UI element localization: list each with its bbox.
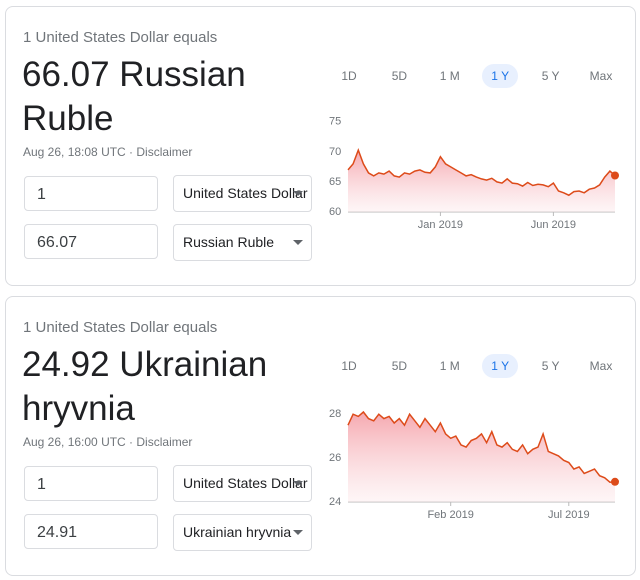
y-tick-label: 26 [329,452,341,464]
amount-input[interactable]: 1 [24,176,158,211]
timestamp[interactable]: Aug 26, 16:00 UTC · Disclaimer [23,435,193,449]
timestamp[interactable]: Aug 26, 18:08 UTC · Disclaimer [23,145,193,159]
range-button[interactable]: 5 Y [541,359,560,373]
y-tick-label: 65 [329,176,341,188]
y-tick-label: 75 [329,116,341,128]
area [348,150,615,212]
result: 24.92 Ukrainian hryvnia [22,345,268,428]
y-tick-label: 28 [329,408,341,420]
range-button[interactable]: 1D [341,359,357,373]
converter-card: 1 United States Dollar equals 66.07 Russi… [5,6,636,286]
range-button[interactable]: 5D [391,69,408,83]
chart: 60 65 70 75 Jan 2019 Jun 2019 [329,116,619,231]
range-button[interactable]: 1 M [439,69,460,83]
currency-select[interactable]: Russian Ruble [173,224,312,261]
x-tick-label: Jul 2019 [548,509,590,521]
range-button[interactable]: 5 Y [541,69,560,83]
chart: 24 26 28 Feb 2019 Jul 2019 [329,408,619,521]
line [347,147,616,197]
y-tick-label: 60 [329,206,341,218]
range-button[interactable]: 1 M [439,359,460,373]
range-button[interactable]: 1 Y [482,64,519,88]
range-button[interactable]: Max [589,359,613,373]
range-button[interactable]: Max [589,69,613,83]
header: 1 United States Dollar equals [23,319,218,336]
x-tick-label: Jun 2019 [531,219,576,231]
amount-input[interactable]: 24.91 [24,514,158,549]
converter-card: 1 United States Dollar equals 24.92 Ukrai… [5,296,636,576]
y-tick-label: 24 [329,496,341,508]
amount-input[interactable]: 66.07 [24,224,158,259]
currency-select[interactable]: United States Dollar [173,465,312,502]
range-button[interactable]: 1 Y [482,354,519,378]
end-point [611,171,619,180]
y-tick-label: 70 [329,146,341,158]
x-tick-label: Jan 2019 [418,219,463,231]
end-point [611,477,619,486]
x-tick-label: Feb 2019 [427,509,473,521]
currency-select[interactable]: United States Dollar [173,175,312,212]
range-button[interactable]: 1D [341,69,357,83]
currency-select[interactable]: Ukrainian hryvnia [173,514,312,551]
area [348,412,615,502]
line [347,410,616,483]
result: 66.07 Russian Ruble [22,55,246,138]
range-button[interactable]: 5D [391,359,408,373]
amount-input[interactable]: 1 [24,466,158,501]
header: 1 United States Dollar equals [23,29,218,46]
